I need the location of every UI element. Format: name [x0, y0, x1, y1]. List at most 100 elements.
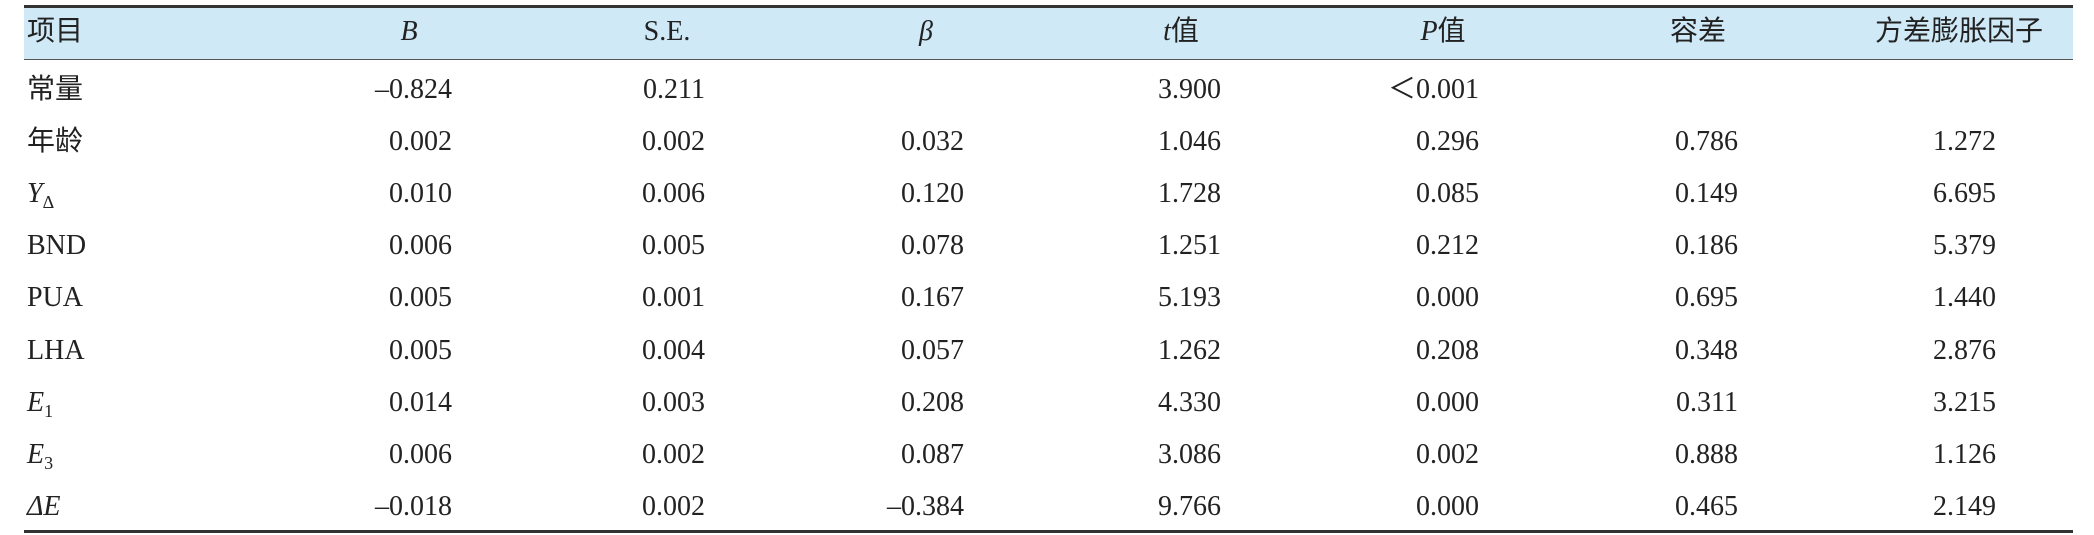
- value-cell: 0.087: [901, 438, 964, 470]
- value-cell: 5.379: [1933, 230, 1996, 262]
- value-cell: 0.085: [1416, 178, 1479, 210]
- plain-text: 值: [1170, 16, 1199, 47]
- row-label: PUA: [27, 281, 83, 315]
- value-cell: 0.032: [901, 126, 964, 158]
- value-cell: –0.018: [375, 490, 452, 522]
- value-cell: 9.766: [1158, 490, 1221, 522]
- bottom-rule: [24, 530, 2073, 533]
- value-cell: 0.311: [1676, 386, 1738, 418]
- row-label: E3: [27, 438, 54, 473]
- header-cell: B: [400, 15, 417, 49]
- value-cell: 0.078: [901, 230, 964, 262]
- value-cell: 2.149: [1933, 490, 1996, 522]
- value-cell: 0.001: [642, 282, 705, 314]
- value-cell: 0.296: [1416, 126, 1479, 158]
- italic-text: E: [27, 438, 45, 470]
- value-cell: 0.000: [1416, 386, 1479, 418]
- header-cell: P值: [1420, 15, 1465, 49]
- value-cell: 0.000: [1416, 282, 1479, 314]
- header-cell: S.E.: [644, 15, 691, 49]
- plain-text: S.E.: [643, 16, 691, 47]
- value-cell: 3.086: [1158, 438, 1221, 470]
- value-cell: 1.728: [1158, 178, 1221, 210]
- italic-text: P: [1420, 16, 1438, 47]
- value-cell: 0.186: [1675, 230, 1738, 262]
- value-cell: 0.006: [389, 230, 452, 262]
- italic-text: Y: [27, 178, 43, 210]
- italic-text: E: [27, 386, 45, 418]
- row-label: 年龄: [27, 125, 83, 159]
- value-cell: 1.440: [1933, 282, 1996, 314]
- value-cell: 3.900: [1158, 74, 1221, 105]
- plain-text: 项目: [27, 16, 84, 47]
- header-cell: t值: [1163, 15, 1199, 49]
- subscript: 3: [44, 452, 54, 473]
- value-cell: 0.695: [1675, 282, 1738, 314]
- row-label: LHA: [27, 334, 85, 368]
- subscript: 1: [44, 400, 54, 421]
- value-cell: 4.330: [1158, 386, 1221, 418]
- value-cell: 1.251: [1158, 230, 1221, 262]
- value-cell: 0.010: [389, 178, 452, 210]
- header-band: [24, 5, 2073, 60]
- plain-text: 值: [1437, 16, 1466, 47]
- value-cell: ＜0.001: [1387, 74, 1479, 105]
- value-cell: 0.167: [901, 282, 964, 314]
- italic-text: B: [400, 16, 418, 47]
- value-cell: 0.004: [642, 334, 705, 366]
- header-cell: 方差膨胀因子: [1875, 15, 2043, 49]
- row-label: BND: [27, 229, 86, 263]
- italic-text: t: [1163, 16, 1171, 47]
- value-cell: 1.272: [1933, 126, 1996, 158]
- value-cell: 0.005: [389, 334, 452, 366]
- value-cell: 0.002: [642, 438, 705, 470]
- value-cell: 0.002: [1416, 438, 1479, 470]
- header-cell: β: [919, 15, 933, 49]
- value-cell: 0.348: [1675, 334, 1738, 366]
- italic-text: ΔE: [27, 490, 61, 522]
- value-cell: 1.262: [1158, 334, 1221, 366]
- value-cell: 1.126: [1933, 438, 1996, 470]
- value-cell: 0.120: [901, 178, 964, 210]
- value-cell: 0.005: [642, 230, 705, 262]
- value-cell: 2.876: [1933, 334, 1996, 366]
- row-label: 常量: [27, 73, 83, 107]
- plain-text: 年龄: [27, 126, 84, 158]
- value-cell: 0.465: [1675, 490, 1738, 522]
- value-cell: 0.002: [389, 126, 452, 158]
- italic-text: β: [919, 16, 933, 47]
- value-cell: 0.211: [643, 74, 705, 105]
- plain-text: PUA: [27, 282, 84, 314]
- value-cell: 0.057: [901, 334, 964, 366]
- header-cell: 项目: [27, 15, 83, 49]
- value-cell: –0.384: [887, 490, 964, 522]
- value-cell: 0.002: [642, 490, 705, 522]
- value-cell: 0.208: [1416, 334, 1479, 366]
- value-cell: 0.149: [1675, 178, 1738, 210]
- header-cell: 容差: [1670, 15, 1726, 49]
- value-cell: 0.003: [642, 386, 705, 418]
- row-label: E1: [27, 386, 54, 421]
- subscript: Δ: [42, 192, 55, 213]
- value-cell: 0.006: [642, 178, 705, 210]
- value-cell: 3.215: [1933, 386, 1996, 418]
- value-cell: 0.208: [901, 386, 964, 418]
- plain-text: 方差膨胀因子: [1874, 16, 2044, 47]
- plain-text: LHA: [27, 334, 85, 366]
- value-cell: 0.005: [389, 282, 452, 314]
- value-cell: 5.193: [1158, 282, 1221, 314]
- value-cell: 0.888: [1675, 438, 1738, 470]
- row-label: YΔ: [27, 177, 55, 213]
- value-cell: 0.786: [1675, 126, 1738, 158]
- value-cell: 0.006: [389, 438, 452, 470]
- row-label: ΔE: [27, 490, 61, 524]
- plain-text: BND: [27, 230, 87, 262]
- value-cell: 0.000: [1416, 490, 1479, 522]
- value-cell: 0.212: [1416, 230, 1479, 262]
- plain-text: 常量: [27, 74, 84, 105]
- value-cell: 0.014: [389, 386, 452, 418]
- value-cell: 0.002: [642, 126, 705, 158]
- plain-text: 容差: [1669, 16, 1727, 47]
- value-cell: –0.824: [375, 74, 452, 105]
